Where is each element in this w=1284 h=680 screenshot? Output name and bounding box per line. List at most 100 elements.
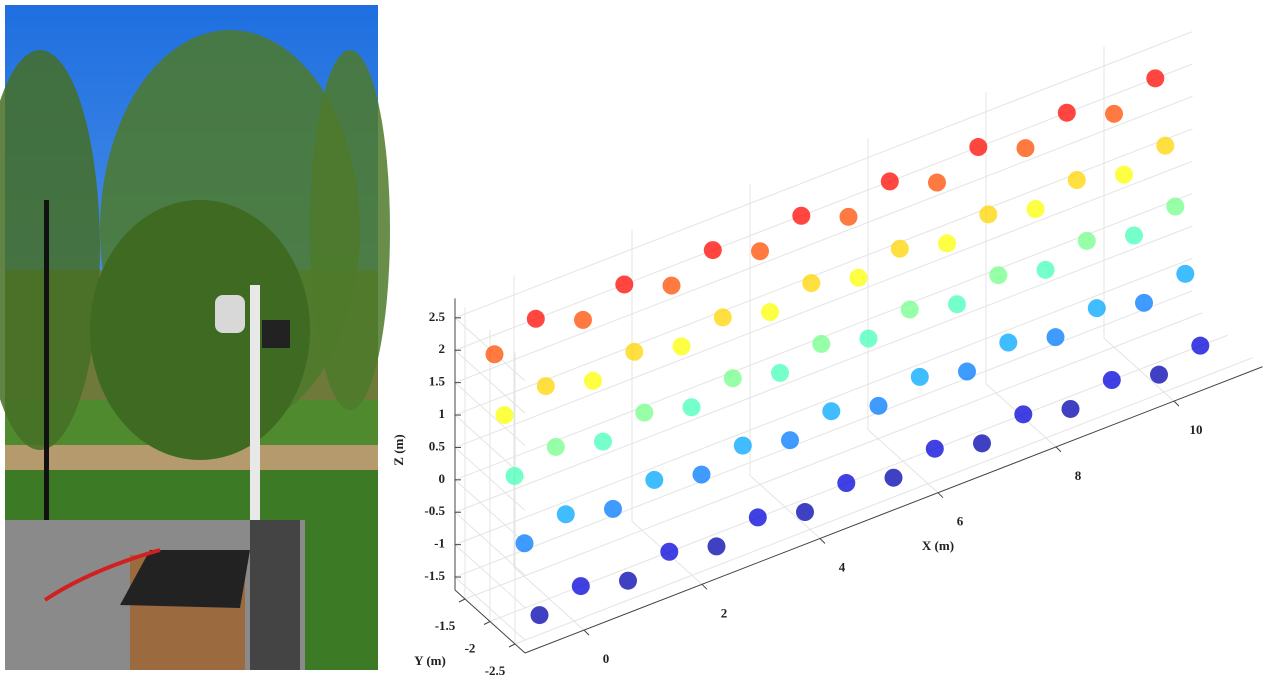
point bbox=[1014, 405, 1033, 424]
point bbox=[1036, 260, 1055, 279]
point bbox=[1125, 226, 1143, 245]
point bbox=[761, 303, 779, 322]
z-tick-label: 1 bbox=[439, 406, 446, 421]
point bbox=[505, 466, 524, 485]
point bbox=[672, 337, 691, 356]
point-cloud-plot: X (m) Y (m) Z (m) -1.5 -1 -0.5 0 0.5 1 1.5 2 2.5… bbox=[391, 31, 1263, 678]
point bbox=[571, 577, 590, 596]
grid-line bbox=[454, 225, 1193, 513]
point bbox=[723, 369, 742, 388]
point bbox=[1115, 165, 1133, 184]
point bbox=[495, 406, 514, 425]
point bbox=[822, 402, 841, 421]
point bbox=[751, 242, 769, 261]
point bbox=[1135, 293, 1153, 312]
point bbox=[910, 367, 929, 386]
point bbox=[604, 499, 622, 518]
point bbox=[938, 234, 956, 253]
x-axis-label: X (m) bbox=[922, 538, 954, 553]
grid-line bbox=[464, 312, 1203, 600]
z-tick-label: -1.5 bbox=[424, 568, 445, 583]
point bbox=[796, 503, 814, 522]
tick-mark bbox=[583, 629, 590, 636]
tick-mark bbox=[483, 621, 491, 625]
grid-line bbox=[454, 257, 1193, 546]
point bbox=[1067, 171, 1086, 190]
point bbox=[713, 308, 732, 327]
point bbox=[556, 505, 575, 524]
point bbox=[839, 207, 858, 226]
point bbox=[1105, 104, 1123, 123]
x-tick-label: 10 bbox=[1190, 422, 1203, 437]
z-tick-label: 0.5 bbox=[429, 438, 446, 453]
z-axis-label: Z (m) bbox=[391, 434, 406, 465]
point bbox=[1026, 200, 1045, 219]
point bbox=[1087, 299, 1106, 318]
point bbox=[733, 436, 752, 455]
point bbox=[574, 310, 592, 329]
point bbox=[619, 571, 637, 590]
point bbox=[1146, 69, 1165, 88]
point bbox=[792, 206, 811, 225]
point bbox=[1176, 264, 1195, 283]
tick-mark bbox=[937, 492, 944, 499]
point bbox=[802, 274, 821, 293]
z-tick-label: -1 bbox=[434, 536, 445, 551]
point bbox=[692, 465, 711, 484]
point bbox=[849, 268, 868, 287]
z-tick-label: 1.5 bbox=[429, 374, 446, 389]
point bbox=[1102, 371, 1121, 389]
x-tick-label: 0 bbox=[603, 651, 610, 666]
y-tick-label: -1.5 bbox=[435, 618, 456, 633]
x-tick-label: 2 bbox=[721, 605, 728, 620]
point bbox=[526, 309, 545, 328]
x-tick-label: 6 bbox=[957, 514, 964, 529]
point bbox=[645, 470, 664, 489]
point bbox=[781, 431, 799, 450]
point bbox=[812, 334, 831, 353]
point bbox=[837, 474, 856, 493]
point bbox=[546, 437, 565, 456]
point bbox=[1057, 103, 1076, 122]
tick-mark bbox=[458, 598, 466, 603]
point bbox=[999, 333, 1018, 352]
grid-line bbox=[454, 290, 1193, 578]
point bbox=[485, 345, 504, 364]
grid-line bbox=[454, 95, 1193, 384]
point bbox=[635, 403, 654, 422]
point bbox=[989, 266, 1008, 285]
grid-line bbox=[454, 31, 1193, 319]
point bbox=[662, 276, 681, 295]
y-tick-label: -2 bbox=[465, 640, 476, 655]
tick-mark bbox=[819, 538, 826, 544]
point bbox=[703, 241, 722, 260]
photo bbox=[0, 5, 390, 670]
point bbox=[1191, 336, 1210, 355]
y-axis-label: Y (m) bbox=[414, 653, 446, 668]
point bbox=[928, 173, 946, 192]
point bbox=[1061, 399, 1080, 418]
point bbox=[979, 205, 998, 224]
point bbox=[1156, 136, 1175, 155]
point bbox=[748, 508, 767, 527]
tick-mark bbox=[1055, 446, 1062, 453]
point bbox=[707, 537, 726, 556]
point bbox=[615, 275, 634, 294]
point bbox=[771, 363, 789, 382]
point bbox=[584, 371, 602, 390]
point bbox=[1077, 231, 1096, 250]
z-tick-label: 0 bbox=[439, 471, 446, 486]
point bbox=[925, 439, 944, 458]
point bbox=[682, 398, 701, 417]
point bbox=[660, 542, 679, 561]
point bbox=[1166, 197, 1185, 216]
z-tick-label: 2.5 bbox=[429, 309, 446, 324]
point bbox=[900, 300, 919, 319]
point bbox=[958, 362, 976, 381]
z-tick-label: 2 bbox=[439, 341, 446, 356]
point bbox=[594, 432, 612, 451]
point bbox=[1046, 328, 1065, 347]
x-tick-label: 8 bbox=[1075, 468, 1082, 483]
point bbox=[973, 434, 991, 453]
